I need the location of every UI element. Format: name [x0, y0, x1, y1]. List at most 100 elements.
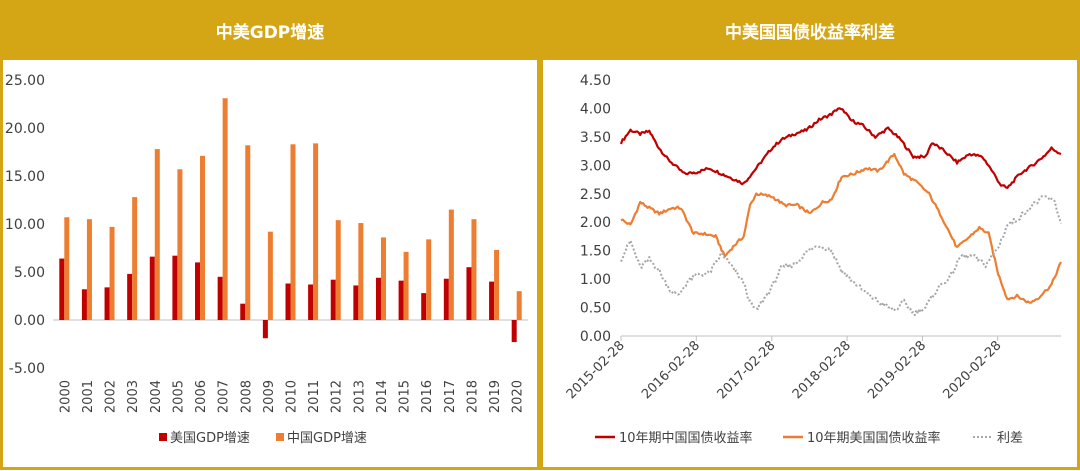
x-tick-label: 2010 — [285, 380, 300, 413]
gdp-growth-panel: 中美GDP增速 -5.00 0.00 5.00 10.00 15.00 20.00 25.0… — [0, 0, 540, 470]
china-gdp-bar — [222, 98, 228, 320]
us-gdp-bar — [262, 320, 268, 339]
y-tick-label: 0.50 — [580, 301, 611, 317]
y-tick-label: 2.00 — [580, 215, 611, 231]
us-gdp-bar — [421, 293, 427, 320]
yield-spread-panel: 中美国国债收益率利差 0.00 0.50 1.00 1.50 2.00 2.50 3.00 3… — [540, 0, 1080, 470]
china-gdp-bar — [494, 249, 500, 320]
us-gdp-bar — [466, 267, 472, 320]
gdp-growth-chart: -5.00 0.00 5.00 10.00 15.00 20.00 25.00 2000 200… — [5, 73, 528, 446]
china-yield-line — [619, 107, 1062, 189]
us-gdp-bar — [217, 276, 223, 320]
us-gdp-bar — [59, 258, 65, 320]
china-gdp-bar — [471, 219, 477, 320]
x-tick-label: 2017-02-28 — [715, 338, 779, 402]
yield-chart-area: 0.00 0.50 1.00 1.50 2.00 2.50 3.00 3.50 4.00 4.50… — [543, 60, 1077, 467]
x-tick-label: 2012 — [330, 380, 345, 413]
y-tick-label: 4.00 — [580, 101, 611, 117]
china-gdp-bar — [313, 143, 319, 320]
x-tick-label: 2019 — [488, 380, 503, 413]
x-tick-label: 2006 — [194, 380, 209, 413]
y-tick-label: 15.00 — [5, 169, 45, 185]
x-tick-label: 2003 — [126, 380, 141, 413]
gdp-panel-title: 中美GDP增速 — [215, 22, 325, 43]
yield-spread-chart: 0.00 0.50 1.00 1.50 2.00 2.50 3.00 3.50 4.00 4.50… — [564, 73, 1062, 446]
china-gdp-bar — [516, 291, 522, 320]
y-tick-label: 1.00 — [580, 272, 611, 288]
x-tick-label: 2011 — [307, 380, 322, 413]
x-tick-label: 2000 — [58, 380, 73, 413]
china-gdp-bar — [448, 209, 454, 320]
us-gdp-bar — [353, 285, 359, 320]
legend-label: 美国GDP增速 — [170, 431, 250, 446]
china-gdp-bar — [64, 217, 70, 320]
x-tick-label: 2013 — [352, 380, 367, 413]
x-tick-label: 2004 — [149, 380, 164, 413]
legend-label: 利差 — [997, 431, 1023, 446]
x-tick-label: 2016-02-28 — [639, 338, 703, 402]
x-tick-label: 2020 — [511, 380, 526, 413]
x-tick-label: 2007 — [217, 380, 232, 413]
us-gdp-bar — [149, 256, 155, 320]
us-gdp-bar — [375, 277, 381, 320]
x-tick-label: 2016 — [420, 380, 435, 413]
china-gdp-bar — [200, 155, 206, 320]
x-tick-label: 2017 — [443, 380, 458, 413]
china-gdp-legend-swatch — [276, 433, 284, 441]
us-gdp-bar — [398, 280, 404, 320]
legend-label: 10年期中国国债收益率 — [619, 430, 753, 446]
us-gdp-bar — [330, 279, 336, 320]
us-gdp-bar — [240, 303, 246, 320]
legend-label: 10年期美国国债收益率 — [807, 430, 941, 446]
us-gdp-bar — [127, 273, 133, 320]
us-gdp-legend-swatch — [159, 433, 167, 441]
china-gdp-bar — [132, 197, 138, 320]
china-gdp-bar — [290, 144, 296, 320]
x-tick-label: 2002 — [104, 380, 119, 413]
y-tick-label: 25.00 — [5, 73, 45, 89]
x-tick-label: 2001 — [81, 380, 96, 413]
china-gdp-bar — [380, 237, 386, 320]
x-tick-label: 2015-02-28 — [564, 338, 628, 402]
china-gdp-bar — [426, 239, 432, 320]
china-gdp-bar — [267, 231, 273, 320]
y-tick-label: 0.00 — [14, 313, 45, 329]
y-tick-label: 2.50 — [580, 187, 611, 203]
china-gdp-bar — [154, 149, 160, 320]
x-tick-label: 2015 — [398, 380, 413, 413]
china-gdp-bar — [86, 219, 92, 320]
china-gdp-bar — [335, 220, 341, 320]
x-tick-label: 2014 — [375, 380, 390, 413]
y-tick-label: -5.00 — [9, 361, 45, 377]
gdp-chart-area: -5.00 0.00 5.00 10.00 15.00 20.00 25.00 2000 200… — [3, 60, 537, 467]
us-gdp-bar — [308, 284, 314, 320]
legend-label: 中国GDP增速 — [287, 431, 367, 446]
y-tick-label: 3.00 — [580, 158, 611, 174]
y-tick-label: 4.50 — [580, 73, 611, 89]
us-gdp-bar — [81, 289, 87, 320]
y-tick-label: 10.00 — [5, 217, 45, 233]
us-gdp-bar — [285, 283, 291, 320]
x-tick-label: 2008 — [239, 380, 254, 413]
yield-spread-line — [620, 195, 1062, 317]
us-gdp-bar — [443, 278, 449, 320]
china-gdp-bar — [403, 251, 409, 320]
x-tick-label: 2018-02-28 — [790, 338, 854, 402]
us-gdp-bar — [172, 255, 178, 320]
us-gdp-bar — [104, 287, 110, 320]
y-tick-label: 5.00 — [14, 265, 45, 281]
us-gdp-bar — [195, 262, 201, 320]
china-gdp-bar — [177, 169, 183, 320]
us-gdp-bar — [511, 320, 517, 343]
yield-panel-title: 中美国国债收益率利差 — [725, 22, 895, 43]
y-tick-label: 1.50 — [580, 244, 611, 260]
y-tick-label: 20.00 — [5, 121, 45, 137]
china-gdp-bar — [109, 226, 115, 320]
x-tick-label: 2018 — [465, 380, 480, 413]
y-tick-label: 0.00 — [580, 329, 611, 345]
x-tick-label: 2009 — [262, 380, 277, 413]
x-tick-label: 2020-02-28 — [940, 338, 1004, 402]
x-tick-label: 2019-02-28 — [865, 338, 929, 402]
x-tick-label: 2005 — [171, 380, 186, 413]
